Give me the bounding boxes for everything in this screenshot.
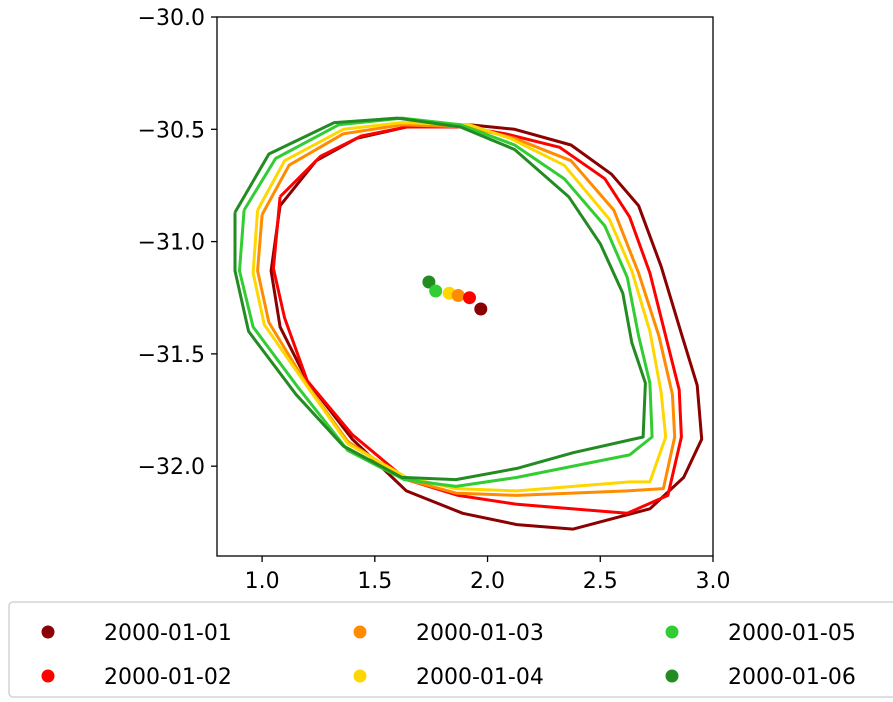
y-tick-label: −30.5 [138, 118, 205, 143]
legend-label: 2000-01-05 [728, 621, 856, 646]
x-tick-label: 2.0 [470, 569, 505, 594]
legend-marker [665, 625, 679, 639]
series-center-point-3 [451, 289, 465, 302]
legend-label: 2000-01-01 [104, 621, 232, 646]
series-outline-6 [233, 116, 647, 482]
plot-frame [216, 16, 714, 557]
legend-label: 2000-01-06 [728, 665, 856, 690]
legend-label: 2000-01-03 [416, 621, 544, 646]
legend-marker [353, 625, 367, 639]
x-axis: 1.0 1.5 2.0 2.5 3.0 [245, 556, 731, 594]
y-tick-label: −31.0 [138, 231, 205, 256]
legend-marker [665, 669, 679, 683]
legend-label: 2000-01-02 [104, 665, 232, 690]
series-center-point-1 [474, 302, 488, 316]
plot-area [233, 116, 704, 531]
y-axis: −30.0 −30.5 −31.0 −31.5 −32.0 [138, 6, 217, 480]
series-center-point-5 [429, 284, 443, 298]
legend-marker [353, 669, 367, 683]
y-tick-label: −31.5 [138, 343, 205, 368]
y-tick-label: −32.0 [138, 455, 205, 480]
legend-marker [41, 625, 55, 639]
legend: 2000-01-01 2000-01-02 2000-01-03 2000-01-04… [8, 601, 893, 698]
legend-marker [41, 669, 55, 683]
series-outline-3 [256, 123, 677, 497]
x-tick-label: 1.0 [245, 569, 280, 594]
x-tick-label: 1.5 [357, 569, 392, 594]
x-tick-label: 2.5 [583, 569, 618, 594]
series-center-point-6 [422, 275, 436, 289]
x-tick-label: 3.0 [696, 569, 731, 594]
legend-label: 2000-01-04 [416, 665, 544, 690]
y-tick-label: −30.0 [138, 6, 205, 31]
series-center-point-2 [463, 291, 476, 305]
